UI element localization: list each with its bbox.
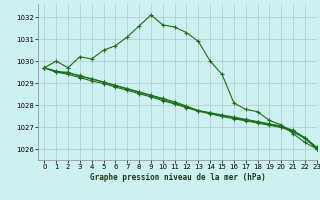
X-axis label: Graphe pression niveau de la mer (hPa): Graphe pression niveau de la mer (hPa)	[90, 173, 266, 182]
